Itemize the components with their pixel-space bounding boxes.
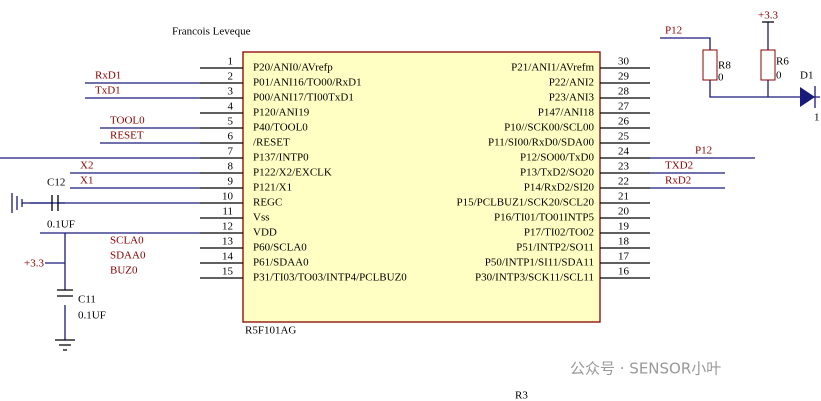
net-label: TOOL0	[110, 115, 145, 127]
pin-name: P16/TI01/TO01INTP5	[494, 212, 595, 224]
author: Francois Leveque	[172, 26, 251, 38]
pin-number: 18	[618, 236, 630, 248]
cap-value: 0.1UF	[78, 310, 106, 322]
net-label: P12	[695, 145, 712, 157]
net-label: TXD2	[665, 160, 693, 172]
pin-name: REGC	[253, 197, 282, 209]
pin-name: P120/ANI19	[253, 107, 310, 119]
net-label: X1	[80, 175, 93, 187]
pin-number: 28	[618, 86, 630, 98]
pin-number: 19	[618, 221, 630, 233]
res-value: 0	[718, 72, 724, 84]
pin-name: Vss	[253, 212, 270, 224]
pin-name: P01/ANI16/TO00/RxD1	[253, 77, 362, 89]
net-label: BUZ0	[110, 265, 138, 277]
cap-ref: C12	[47, 177, 65, 189]
pin-number: 16	[618, 266, 630, 278]
pin-number: 4	[228, 101, 234, 113]
pin-number: 7	[228, 146, 234, 158]
pin-number: 17	[618, 251, 630, 263]
res-ref: R8	[718, 60, 731, 72]
pin-name: P13/TxD2/SO20	[520, 167, 594, 179]
pin-name: P22/ANI2	[549, 77, 594, 89]
pin-name: P61/SDAA0	[253, 257, 309, 269]
pin-name: VDD	[253, 227, 277, 239]
pin-number: 25	[618, 131, 630, 143]
net-label: RxD1	[95, 70, 121, 82]
supply: +3.3	[758, 10, 778, 22]
pin-number: 20	[618, 206, 630, 218]
pin-name: P121/X1	[253, 182, 292, 194]
pin-name: P137/INTP0	[253, 152, 309, 164]
pin-name: P10//SCK00/SCL00	[504, 122, 594, 134]
pin-name: P31/TI03/TO03/INTP4/PCLBUZ0	[253, 272, 407, 284]
res-value: 0	[776, 70, 782, 82]
pin-name: P00/ANI17/TI00TxD1	[253, 92, 354, 104]
pin-number: 22	[618, 176, 629, 188]
pin-number: 8	[228, 161, 234, 173]
pin-name: P40/TOOL0	[253, 122, 308, 134]
diode-ref: D1	[800, 70, 813, 82]
pin-name: P15/PCLBUZ1/SCK20/SCL20	[456, 197, 594, 209]
net-label: X2	[80, 160, 93, 172]
pin-name: P12/SO00/TxD0	[520, 152, 594, 164]
pin-number: 11	[222, 206, 233, 218]
pin-number: 26	[618, 116, 630, 128]
net-label: TxD1	[95, 85, 121, 97]
pin-number: 14	[222, 251, 234, 263]
pin-number: 13	[222, 236, 234, 248]
pin-name: P17/TI02/TO02	[524, 227, 594, 239]
net-label: P12	[665, 25, 682, 37]
pin-number: 5	[228, 116, 234, 128]
cap-value: 0.1UF	[47, 219, 75, 231]
pin-number: 29	[618, 71, 630, 83]
pin-name: P50/INTP1/SI11/SDA11	[485, 257, 594, 269]
net-label: SDAA0	[110, 250, 146, 262]
pin-number: 1	[228, 56, 234, 68]
pin-number: 21	[618, 191, 629, 203]
chip-name: R5F101AG	[245, 325, 296, 337]
pin-name: P20/ANI0/AVrefp	[253, 62, 333, 74]
supply: +3.3	[24, 258, 44, 270]
pin-number: 24	[618, 146, 630, 158]
wires	[0, 21, 820, 351]
pin-number: 15	[222, 266, 234, 278]
pin-number: 27	[618, 101, 630, 113]
pin-number: 2	[228, 71, 234, 83]
pin-name: P30/INTP3/SCK11/SCL11	[475, 272, 594, 284]
pin-name: P51/INTP2/SO11	[516, 242, 594, 254]
pin-number: 10	[222, 191, 234, 203]
pin-name: P23/ANI3	[549, 92, 595, 104]
net-label: SCLA0	[110, 235, 144, 247]
pin-number: 6	[228, 131, 234, 143]
net-label: RESET	[110, 130, 144, 142]
pin-name: P21/ANI1/AVrefm	[511, 62, 594, 74]
cap-ref: C11	[78, 294, 96, 306]
res-ref: R6	[776, 56, 789, 68]
net-label: RxD2	[665, 175, 691, 187]
pin-name: P11/SI00/RxD0/SDA00	[488, 137, 594, 149]
diode-pin: 1	[814, 112, 820, 124]
pin-name: /RESET	[253, 137, 290, 149]
pin-number: 30	[618, 56, 630, 68]
pin-number: 23	[618, 161, 630, 173]
watermark: 公众号 · SENSOR小叶	[570, 360, 721, 378]
pin-name: P14/RxD2/SI20	[524, 182, 595, 194]
pin-name: P60/SCLA0	[253, 242, 307, 254]
pin-name: P122/X2/EXCLK	[253, 167, 332, 179]
pin-name: P147/ANI18	[538, 107, 595, 119]
chip-body	[242, 51, 601, 323]
pin-number: 9	[228, 176, 234, 188]
pin-number: 3	[228, 86, 234, 98]
res-ref: R3	[515, 390, 528, 401]
pin-number: 12	[222, 221, 233, 233]
